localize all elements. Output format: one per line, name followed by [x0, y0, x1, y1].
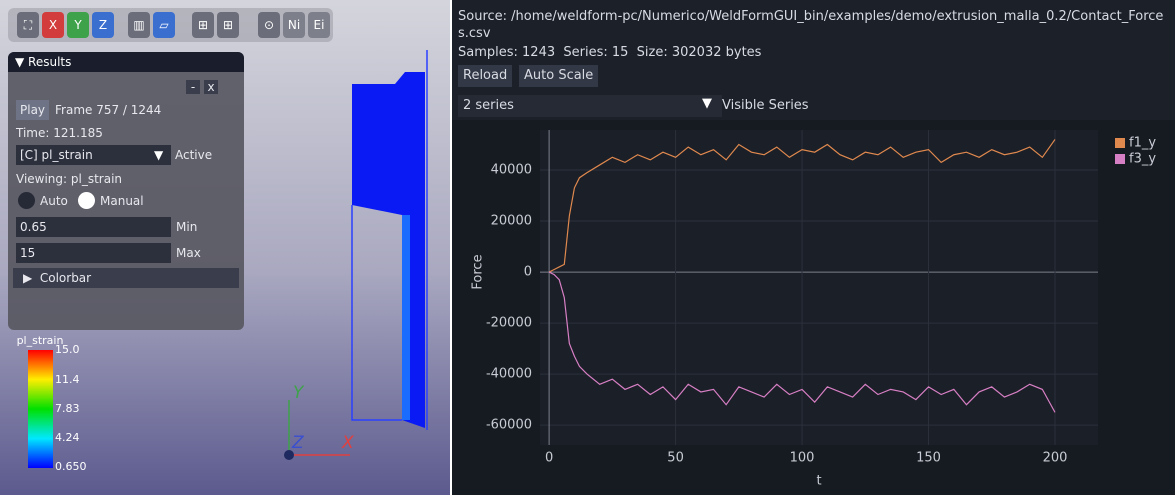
fit-button[interactable]: ⛶: [17, 12, 39, 38]
field-combo[interactable]: [C] pl_strain: [16, 145, 171, 165]
grid-button[interactable]: ⊞: [217, 12, 239, 38]
time-text: Time: 121.185: [16, 126, 103, 140]
x-tick-label: 50: [667, 451, 684, 466]
ei-button[interactable]: Ei: [308, 12, 330, 38]
auto-radio[interactable]: [18, 192, 35, 209]
manual-radio[interactable]: [78, 192, 95, 209]
viewport-3d: ⛶ X Y Z ▥ ▱ ⊞ ⊞ ⊙ Ni Ei Y Z X pl_strain …: [0, 0, 450, 495]
colorbar-section[interactable]: ▶ Colorbar: [13, 268, 239, 288]
ni-button[interactable]: Ni: [283, 12, 305, 38]
info-text: Samples: 1243 Series: 15 Size: 302032 by…: [458, 45, 762, 60]
legend-label: f1_y: [1129, 136, 1156, 151]
source-text: Source: /home/weldform-pc/Numerico/WeldF…: [458, 9, 1164, 41]
colorbar-label: 4.24: [55, 431, 80, 444]
panel-header[interactable]: ▼ Results: [8, 52, 244, 72]
visible-series-label: Visible Series: [722, 98, 809, 113]
series-line: [548, 271, 1056, 413]
x-axis-title: t: [816, 474, 821, 489]
y-tick-label: -20000: [486, 316, 532, 331]
plot-area: [540, 130, 1098, 445]
axis-y-label: Y: [293, 383, 305, 403]
view-z-button[interactable]: Z: [92, 12, 114, 38]
manual-label: Manual: [100, 194, 144, 208]
combo-arrow: ▼: [702, 96, 712, 111]
y-tick-label: 0: [524, 265, 532, 280]
x-tick-label: 200: [1043, 451, 1068, 466]
colorbar-label: 11.4: [55, 373, 80, 386]
axis-z: [284, 450, 294, 460]
axis-z-label: Z: [291, 433, 304, 453]
x-tick-label: 100: [790, 451, 815, 466]
y-tick-label: -60000: [486, 418, 532, 433]
panel-title: Results: [28, 55, 72, 69]
max-label: Max: [176, 246, 201, 260]
view-y-button[interactable]: Y: [67, 12, 89, 38]
colorbar-gradient: [28, 350, 53, 468]
min-label: Min: [176, 220, 198, 234]
die-outline: [351, 205, 402, 421]
x-tick-label: 0: [545, 451, 553, 466]
combo-arrow: ▼: [154, 148, 164, 162]
model-view: Y Z X pl_strain 15.0 11.4 7.83 4.24 0.65…: [17, 50, 428, 473]
legend-swatch: [1115, 138, 1125, 148]
y-tick-label: 40000: [491, 163, 532, 178]
screenshot-button[interactable]: ⊙: [258, 12, 280, 38]
minimize-button[interactable]: -: [186, 80, 200, 94]
results-panel: ▼ Results - x Play Frame 757 / 1244 Time…: [8, 52, 244, 330]
x-tick-label: 150: [916, 451, 941, 466]
axis-x-label: X: [341, 433, 354, 453]
plot-panel: Source: /home/weldform-pc/Numerico/WeldF…: [452, 0, 1175, 495]
chart: t Force -60000 -40000 -20000 0 20000 40000 0 50…: [471, 130, 1156, 489]
colorbar-label: 15.0: [55, 343, 80, 356]
viewing-text: Viewing: pl_strain: [16, 172, 123, 186]
frame-text: Frame 757 / 1244: [55, 103, 162, 117]
mesh-button[interactable]: ⊞: [192, 12, 214, 38]
colorbar-label: 7.83: [55, 402, 80, 415]
colorbar-title: pl_strain: [17, 334, 64, 347]
auto-scale-button[interactable]: Auto Scale: [519, 65, 599, 87]
legend-label: f3_y: [1129, 152, 1156, 167]
extruded-part: [352, 72, 425, 428]
y-axis-title: Force: [471, 254, 486, 289]
strain-band: [402, 215, 410, 420]
field-label: Active Field: [175, 148, 213, 162]
auto-label: Auto: [40, 194, 68, 208]
close-button[interactable]: x: [204, 80, 218, 94]
max-input[interactable]: 15: [16, 243, 171, 263]
ortho-button[interactable]: ▥: [128, 12, 150, 38]
min-input[interactable]: 0.65: [16, 217, 171, 237]
colorbar-section-title: Colorbar: [39, 271, 92, 285]
persp-button[interactable]: ▱: [153, 12, 175, 38]
legend-swatch: [1115, 154, 1125, 164]
play-button[interactable]: Play: [16, 100, 50, 120]
view-x-button[interactable]: X: [42, 12, 64, 38]
reload-button[interactable]: Reload: [458, 65, 513, 87]
y-tick-label: -40000: [486, 367, 532, 382]
y-tick-label: 20000: [491, 214, 532, 229]
series-line: [548, 139, 1056, 273]
colorbar-label: 0.650: [55, 460, 87, 473]
series-combo[interactable]: 2 series: [458, 95, 722, 117]
